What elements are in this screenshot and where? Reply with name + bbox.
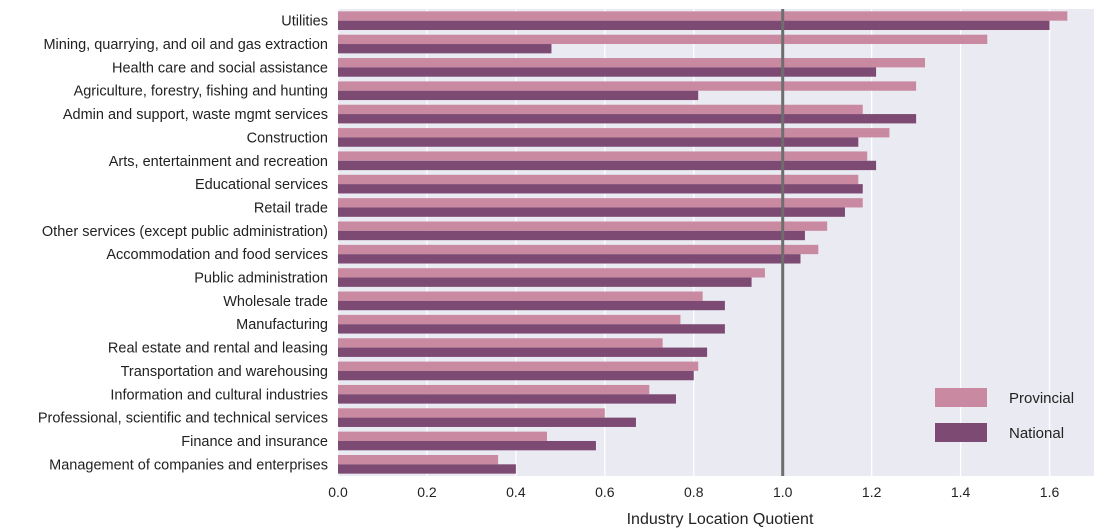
bar-national [338, 324, 725, 334]
bar-provincial [338, 268, 765, 278]
bar-national [338, 67, 877, 77]
category-label: Public administration [194, 271, 328, 287]
bar-national [338, 254, 801, 264]
category-label: Wholesale trade [223, 294, 328, 310]
x-tick-label: 1.6 [1040, 484, 1060, 500]
bar-provincial [338, 81, 917, 91]
bar-provincial [338, 221, 828, 231]
legend-swatch-provincial [935, 388, 987, 407]
legend-swatch-national [935, 423, 987, 442]
category-label: Agriculture, forestry, fishing and hunti… [74, 84, 328, 100]
bar-national [338, 440, 596, 451]
bar-provincial [338, 291, 703, 301]
bar-provincial [338, 361, 699, 371]
category-label: Retail trade [254, 200, 328, 216]
category-label: Other services (except public administra… [42, 224, 328, 240]
category-label: Arts, entertainment and recreation [109, 154, 328, 170]
category-label: Educational services [195, 177, 328, 193]
bar-national [338, 277, 752, 287]
bar-national [338, 394, 676, 404]
bar-national [338, 464, 516, 474]
bar-national [338, 90, 699, 101]
category-label: Construction [247, 130, 328, 146]
bar-provincial [338, 431, 548, 441]
legend: Provincial National [935, 388, 1074, 442]
bar-national [338, 20, 1050, 31]
bar-provincial [338, 198, 863, 208]
category-label: Finance and insurance [181, 434, 328, 450]
category-label: Mining, quarrying, and oil and gas extra… [43, 37, 328, 53]
category-label: Utilities [281, 14, 328, 30]
bar-provincial [338, 11, 1068, 21]
bar-national [338, 114, 917, 124]
category-label: Real estate and rental and leasing [108, 341, 328, 357]
bar-provincial [338, 314, 681, 325]
bar-national [338, 207, 845, 217]
bar-national [338, 230, 805, 241]
bar-provincial [338, 384, 650, 395]
x-tick-label: 0.4 [506, 484, 526, 500]
x-tick-label: 1.2 [862, 484, 882, 500]
bar-national [338, 370, 694, 381]
category-labels: Utilities Mining, quarrying, and oil and … [38, 14, 328, 474]
x-tick-label: 0.0 [328, 484, 348, 500]
category-label: Manufacturing [236, 317, 328, 333]
bar-national [338, 160, 877, 171]
bar-provincial [338, 408, 605, 418]
bar-national [338, 184, 863, 194]
category-label: Accommodation and food services [106, 247, 328, 263]
x-tick-label: 1.4 [951, 484, 971, 500]
bar-provincial [338, 128, 890, 138]
bar-provincial [338, 151, 868, 161]
bar-provincial [338, 104, 863, 115]
category-label: Management of companies and enterprises [49, 457, 328, 473]
bar-national [338, 347, 708, 357]
x-tick-label: 0.8 [684, 484, 704, 500]
bar-national [338, 137, 859, 147]
category-label: Transportation and warehousing [121, 364, 328, 380]
bar-provincial [338, 174, 859, 185]
bar-provincial [338, 34, 988, 45]
category-label: Admin and support, waste mgmt services [63, 107, 328, 123]
bars [338, 11, 1068, 474]
x-tick-labels: 0.0 0.2 0.4 0.6 0.8 1.0 1.2 1.4 1.6 [328, 484, 1059, 500]
category-label: Health care and social assistance [112, 60, 328, 76]
x-tick-label: 1.0 [773, 484, 793, 500]
x-tick-label: 0.2 [417, 484, 437, 500]
bar-national [338, 300, 725, 311]
bar-provincial [338, 454, 499, 465]
x-axis-title: Industry Location Quotient [627, 511, 814, 528]
legend-label-provincial: Provincial [1009, 390, 1074, 407]
bar-provincial [338, 244, 819, 255]
category-label: Professional, scientific and technical s… [38, 411, 328, 427]
bar-national [338, 44, 552, 54]
category-label: Information and cultural industries [110, 387, 328, 403]
x-tick-label: 0.6 [595, 484, 615, 500]
legend-label-national: National [1009, 425, 1064, 442]
bar-national [338, 417, 636, 427]
bar-provincial [338, 338, 663, 348]
bar-provincial [338, 58, 926, 68]
